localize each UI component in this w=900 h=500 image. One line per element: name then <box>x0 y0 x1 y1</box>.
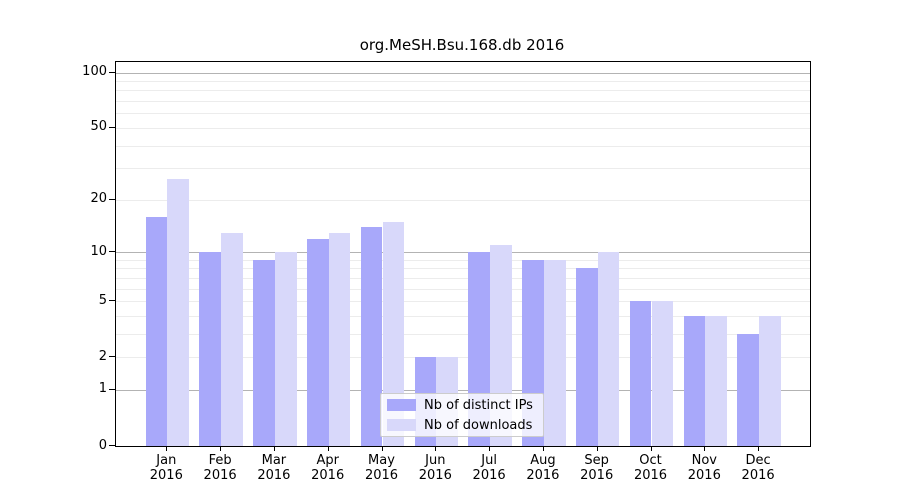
y-tick-mark-0 <box>109 445 115 446</box>
y-tick-label-5: 5 <box>98 292 107 308</box>
y-gridline-3 <box>116 333 810 335</box>
x-tick-mark-apr <box>327 446 329 451</box>
bar-downloads-dec <box>759 315 781 446</box>
bar-ips-feb <box>199 252 222 446</box>
bar-downloads-mar <box>274 252 297 446</box>
x-tick-label-may: May 2016 <box>364 453 399 483</box>
x-tick-label-jul: Jul 2016 <box>472 453 506 483</box>
legend-label-distinct-ips: Nb of distinct IPs <box>424 397 533 413</box>
y-gridline-8 <box>116 268 810 270</box>
legend-swatch-distinct-ips <box>387 399 416 411</box>
y-gridline-9 <box>116 259 810 261</box>
x-tick-mark-dec <box>758 446 760 451</box>
y-gridline-6 <box>116 288 810 290</box>
y-tick-mark-50 <box>109 126 115 128</box>
x-tick-label-nov: Nov 2016 <box>687 453 721 483</box>
x-tick-mark-aug <box>542 446 544 451</box>
x-tick-label-aug: Aug 2016 <box>526 453 560 483</box>
legend-item-downloads: Nb of downloads <box>387 417 537 434</box>
y-gridline-7 <box>116 277 810 279</box>
x-tick-mark-nov <box>704 446 706 451</box>
x-tick-mark-oct <box>650 446 652 451</box>
x-tick-mark-may <box>381 446 383 451</box>
bar-downloads-feb <box>221 232 243 446</box>
bar-downloads-apr <box>328 232 351 446</box>
x-tick-label-oct: Oct 2016 <box>633 453 668 483</box>
bar-ips-sep <box>576 268 598 446</box>
bar-ips-apr <box>307 238 329 446</box>
y-tick-label-0: 0 <box>98 437 107 453</box>
x-tick-label-jan: Jan 2016 <box>149 453 183 483</box>
bar-downloads-oct <box>651 301 674 446</box>
chart-title: org.MeSH.Bsu.168.db 2016 <box>359 36 565 54</box>
y-gridline-5 <box>116 301 810 302</box>
bar-ips-jan <box>145 216 168 446</box>
y-tick-label-50: 50 <box>90 119 107 135</box>
x-tick-mark-jul <box>489 446 491 451</box>
y-gridline-80 <box>116 90 810 92</box>
plot-area <box>115 61 811 447</box>
bar-ips-mar <box>253 259 275 446</box>
y-tick-mark-1 <box>109 388 115 390</box>
x-tick-label-mar: Mar 2016 <box>257 453 291 483</box>
legend-swatch-downloads <box>387 419 416 431</box>
y-gridline-10 <box>116 252 810 253</box>
y-gridline-50 <box>116 127 810 129</box>
y-tick-mark-2 <box>109 356 115 358</box>
bar-downloads-sep <box>597 252 620 446</box>
bar-ips-oct <box>629 301 652 446</box>
y-tick-label-20: 20 <box>90 191 107 207</box>
y-gridline-2 <box>116 357 810 359</box>
bar-ips-nov <box>683 315 706 446</box>
y-gridline-20 <box>116 199 810 201</box>
bar-ips-dec <box>737 333 760 446</box>
x-tick-mark-sep <box>596 446 598 451</box>
bar-ips-may <box>360 226 383 446</box>
x-tick-label-feb: Feb 2016 <box>203 453 237 483</box>
x-tick-label-apr: Apr 2016 <box>311 453 345 483</box>
y-tick-label-10: 10 <box>90 243 107 259</box>
x-tick-mark-feb <box>220 446 222 451</box>
y-tick-label-100: 100 <box>82 64 107 80</box>
legend-item-distinct-ips: Nb of distinct IPs <box>387 397 537 414</box>
y-gridline-30 <box>116 168 810 170</box>
y-gridline-1 <box>116 389 810 391</box>
y-tick-mark-5 <box>109 300 115 301</box>
legend-label-downloads: Nb of downloads <box>424 417 533 433</box>
x-tick-label-dec: Dec 2016 <box>741 453 775 483</box>
y-gridline-70 <box>116 101 810 103</box>
y-tick-mark-10 <box>109 251 115 252</box>
y-gridline-40 <box>116 145 810 147</box>
bar-downloads-jan <box>167 179 189 446</box>
bar-downloads-may <box>382 221 405 446</box>
y-gridline-4 <box>116 315 810 317</box>
y-tick-mark-20 <box>109 198 115 200</box>
x-tick-mark-jan <box>166 446 168 451</box>
y-gridline-100 <box>116 72 810 74</box>
legend: Nb of distinct IPs Nb of downloads <box>380 393 544 437</box>
bar-downloads-aug <box>543 259 566 446</box>
x-tick-mark-mar <box>273 446 275 451</box>
y-tick-label-1: 1 <box>98 381 107 397</box>
x-tick-mark-jun <box>435 446 437 451</box>
y-gridline-90 <box>116 81 810 82</box>
y-tick-mark-100 <box>109 71 115 73</box>
bar-downloads-nov <box>705 315 727 446</box>
y-tick-label-2: 2 <box>98 348 107 364</box>
x-tick-label-sep: Sep 2016 <box>580 453 614 483</box>
y-gridline-60 <box>116 113 810 115</box>
x-tick-label-jun: Jun 2016 <box>418 453 452 483</box>
